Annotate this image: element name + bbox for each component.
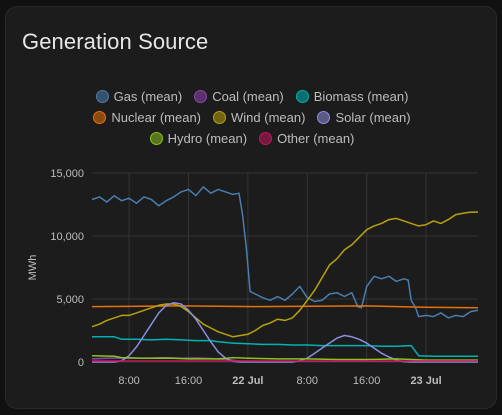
- y-tick-label-0: 0: [78, 357, 84, 369]
- y-tick-label-2: 10,000: [50, 231, 84, 243]
- legend-item-coal[interactable]: Coal (mean): [194, 89, 284, 104]
- x-tick-label-5: 23 Jul: [410, 375, 441, 387]
- legend-item-other[interactable]: Other (mean): [259, 131, 354, 146]
- legend-row-1: Gas (mean) Coal (mean) Biomass (mean): [95, 89, 409, 104]
- chart-legend: Gas (mean) Coal (mean) Biomass (mean) Nu…: [6, 89, 498, 146]
- y-tick-label-1: 5,000: [56, 294, 84, 306]
- legend-label-gas: Gas (mean): [113, 89, 183, 104]
- generation-source-card: Generation Source Gas (mean) Coal (mean)…: [5, 6, 497, 409]
- series-line-hydro: [91, 354, 478, 361]
- series-line-gas: [91, 186, 479, 319]
- series-line-solar: [92, 302, 478, 363]
- legend-swatch-wind: [213, 111, 227, 124]
- legend-item-solar[interactable]: Solar (mean): [317, 110, 411, 125]
- legend-swatch-gas: [95, 90, 109, 103]
- legend-item-nuclear[interactable]: Nuclear (mean): [93, 110, 201, 125]
- legend-label-hydro: Hydro (mean): [167, 131, 248, 146]
- legend-item-wind[interactable]: Wind (mean): [213, 110, 305, 125]
- series-line-wind: [91, 211, 478, 338]
- legend-label-coal: Coal (mean): [212, 89, 284, 104]
- card-title: Generation Source: [22, 29, 209, 54]
- legend-item-biomass[interactable]: Biomass (mean): [295, 89, 409, 104]
- x-tick-label-2: 22 Jul: [232, 375, 263, 387]
- legend-swatch-biomass: [295, 90, 309, 103]
- legend-item-hydro[interactable]: Hydro (mean): [149, 131, 248, 146]
- legend-label-biomass: Biomass (mean): [313, 89, 409, 104]
- legend-label-other: Other (mean): [277, 131, 355, 146]
- legend-label-solar: Solar (mean): [335, 110, 411, 125]
- x-tick-label-1: 16:00: [175, 375, 203, 387]
- x-tick-label-4: 16:00: [353, 375, 381, 387]
- legend-swatch-nuclear: [93, 111, 107, 124]
- x-tick-label-0: 8:00: [118, 375, 139, 387]
- legend-label-wind: Wind (mean): [231, 110, 306, 125]
- series-line-biomass: [92, 336, 478, 358]
- y-tick-label-3: 15,000: [50, 168, 84, 180]
- series-line-nuclear: [91, 305, 479, 309]
- legend-swatch-solar: [317, 111, 331, 124]
- legend-swatch-coal: [194, 90, 208, 103]
- y-axis-title: MWh: [27, 255, 39, 281]
- x-tick-label-3: 8:00: [297, 375, 318, 387]
- legend-swatch-hydro: [149, 132, 163, 145]
- legend-swatch-other: [259, 132, 273, 145]
- legend-row-3: Hydro (mean) Other (mean): [149, 131, 354, 146]
- legend-row-2: Nuclear (mean) Wind (mean) Solar (mean): [93, 110, 411, 125]
- legend-label-nuclear: Nuclear (mean): [111, 110, 202, 125]
- legend-item-gas[interactable]: Gas (mean): [95, 89, 183, 104]
